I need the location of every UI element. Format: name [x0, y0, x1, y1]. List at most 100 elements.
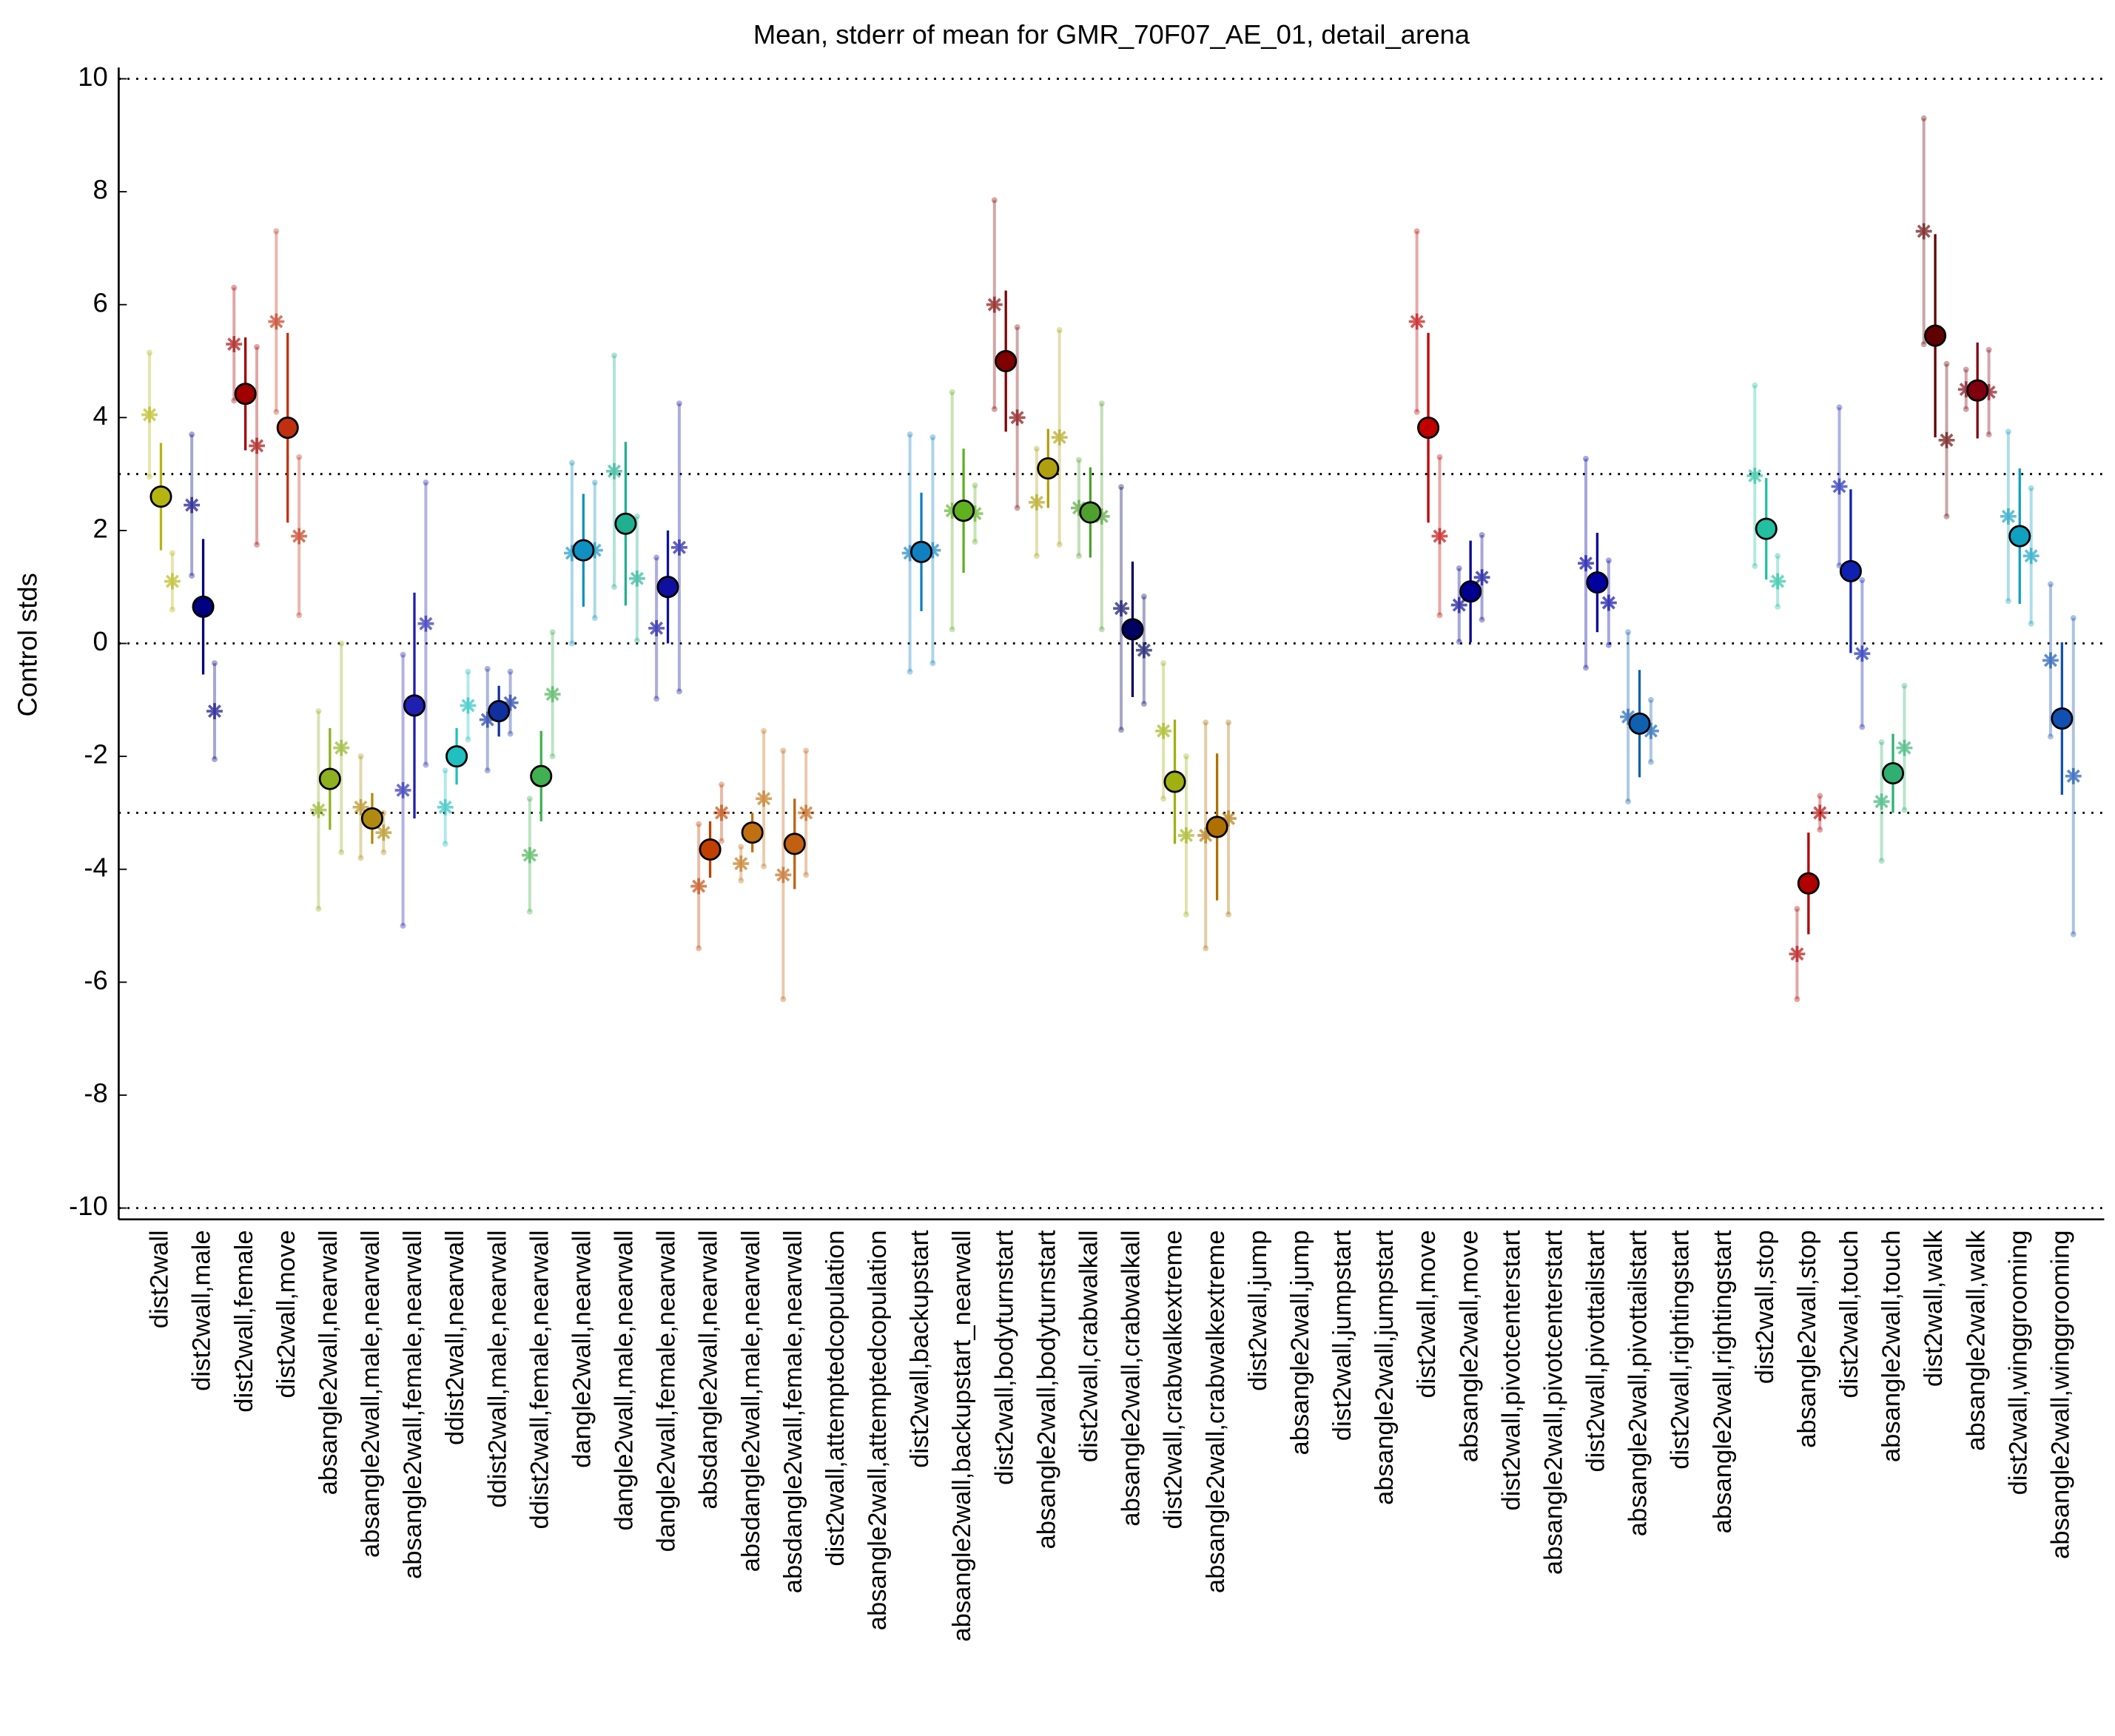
mean-marker [2008, 525, 2031, 548]
left-error-bar-end [1456, 639, 1462, 645]
left-error-bar-end [907, 668, 913, 675]
x-tick-label: absdangle2wall,nearwall [695, 1230, 723, 1509]
x-tick-label: absangle2wall,female,nearwall [399, 1230, 427, 1579]
asterisk [1746, 467, 1763, 484]
right-error-bar-end [380, 849, 387, 855]
x-tick-label: absangle2wall,walk [1962, 1230, 1990, 1451]
left-error-bar-end [611, 352, 618, 359]
right-error-bar-end [1436, 612, 1443, 619]
y-tick-label: -6 [84, 965, 107, 995]
x-tick-label: dangle2wall,male,nearwall [611, 1230, 639, 1530]
mean-marker [1966, 379, 1989, 402]
x-tick-label: dist2wall,jumpstart [1328, 1230, 1356, 1441]
mean-marker [403, 694, 426, 717]
left-error-bar-end [1075, 553, 1082, 559]
x-tick-label: absangle2wall,attemptedcopulation [864, 1230, 892, 1630]
asterisk [1071, 499, 1087, 517]
asterisk [1220, 810, 1237, 827]
y-tick-label: 0 [93, 626, 108, 656]
x-tick-label: absangle2wall,move [1455, 1230, 1483, 1462]
left-error-bar-end [991, 197, 998, 203]
right-error-bar-end [1775, 603, 1781, 610]
mean-marker [1206, 815, 1228, 838]
right-error-bar-end [465, 668, 471, 675]
right-error-bar-end [1605, 642, 1612, 648]
asterisk [268, 313, 285, 330]
mean-marker [2051, 707, 2074, 730]
right-error-bar-end [1605, 557, 1612, 564]
mean-marker [149, 485, 172, 508]
mean-marker [656, 576, 679, 599]
x-tick-label: absangle2wall,rightingstart [1709, 1230, 1737, 1533]
x-tick-label: dist2wall,bodyturnstart [990, 1230, 1018, 1485]
left-error-bar-end [400, 651, 406, 658]
right-error-bar-end [1775, 553, 1781, 559]
mean-marker [1755, 517, 1778, 540]
x-tick-label: ddist2wall,female,nearwall [525, 1230, 554, 1529]
asterisk [394, 781, 411, 798]
x-tick-label: absangle2wall,nearwall [315, 1230, 343, 1495]
asterisk [628, 570, 645, 587]
right-error-bar-end [1901, 682, 1908, 689]
asterisk [1408, 313, 1425, 330]
right-error-bar-end [633, 637, 640, 644]
left-error-bar-end [189, 572, 195, 579]
x-tick-label: dist2wall,move [272, 1230, 300, 1398]
left-error-bar-end [696, 945, 702, 952]
mean-marker [192, 595, 215, 618]
right-error-bar-end [1859, 577, 1866, 584]
asterisk [1896, 739, 1913, 756]
asterisk [1178, 827, 1194, 844]
left-error-bar-end [1878, 858, 1885, 864]
left-error-bar-end [1118, 484, 1125, 491]
x-tick-label: absangle2wall,touch [1877, 1230, 1906, 1462]
x-tick-label: absangle2wall,bodyturnstart [1032, 1230, 1060, 1550]
x-tick-label: dist2wall,backupstart [906, 1230, 934, 1468]
left-error-bar-end [442, 767, 448, 774]
right-error-bar-end [254, 541, 260, 548]
mean-marker [530, 764, 553, 787]
mean-marker [1459, 580, 1482, 603]
right-error-bar-end [1901, 807, 1908, 813]
right-error-bar-end [169, 550, 175, 556]
mean-marker [1586, 571, 1609, 594]
y-tick-label: 10 [78, 61, 108, 92]
left-error-bar-end [1878, 739, 1885, 746]
x-tick-label: dist2wall,move [1413, 1230, 1441, 1398]
left-error-bar-end [315, 708, 322, 715]
asterisk [1938, 431, 1955, 448]
x-tick-label: absdangle2wall,male,nearwall [737, 1230, 765, 1572]
right-error-bar-end [1647, 758, 1654, 765]
right-error-bar-end [1098, 626, 1105, 633]
asterisk [141, 406, 158, 423]
left-error-bar-end [1033, 445, 1040, 452]
right-error-bar-end [1817, 827, 1823, 833]
x-tick-label: dist2wall,rightingstart [1667, 1230, 1695, 1470]
asterisk [417, 615, 434, 632]
left-error-bar-end [1582, 665, 1589, 671]
y-tick-label: 4 [93, 400, 108, 431]
y-axis-label: Control stds [13, 573, 43, 716]
asterisk [924, 542, 941, 559]
asterisk [690, 878, 707, 895]
asterisk [352, 798, 369, 815]
asterisk [986, 296, 1003, 313]
left-error-bar-end [738, 844, 744, 850]
chart-title: Mean, stderr of mean for GMR_70F07_AE_01… [753, 19, 1470, 50]
asterisk [460, 697, 477, 714]
x-tick-label: absangle2wall,pivotcenterstart [1539, 1230, 1567, 1575]
x-tick-label: dist2wall,crabwalkall [1075, 1230, 1103, 1462]
right-error-bar-end [1817, 793, 1823, 799]
asterisk [1915, 223, 1932, 240]
mean-marker [318, 767, 341, 790]
right-error-bar-end [2070, 931, 2077, 938]
right-error-bar-end [761, 863, 767, 869]
asterisk [586, 542, 603, 559]
mean-marker [1881, 761, 1905, 785]
right-error-bar-end [1479, 616, 1485, 623]
right-error-bar-end [972, 482, 978, 488]
right-error-bar-end [676, 400, 682, 407]
x-tick-label: dangle2wall,nearwall [568, 1230, 596, 1467]
x-tick-label: dist2wall,male [188, 1230, 216, 1390]
